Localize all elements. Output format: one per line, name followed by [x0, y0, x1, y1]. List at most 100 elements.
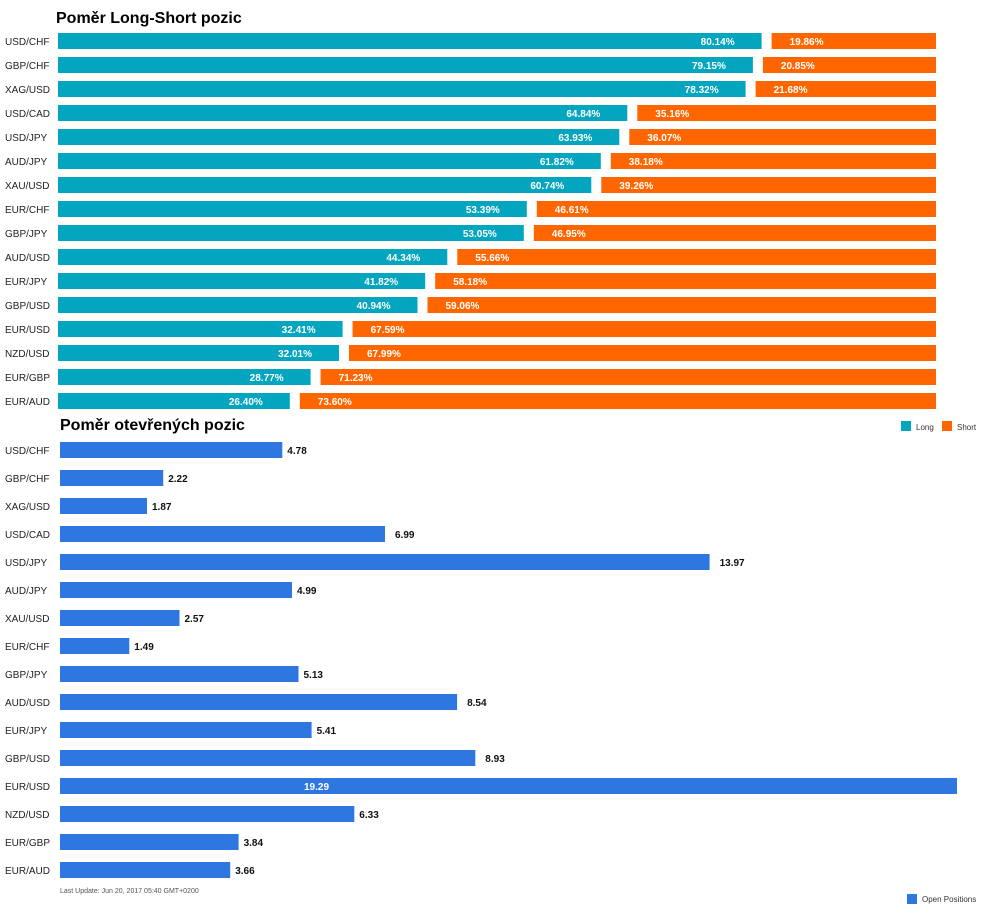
long-short-bars: USD/CHF 80.14% 19.86% GBP/CHF 79.15% 20.85% XA… [5, 33, 937, 409]
long-value-label: 28.77% [250, 373, 284, 384]
short-bar [610, 153, 936, 169]
long-value-label: 63.93% [558, 133, 592, 144]
open-positions-chart-title: Poměr otevřených pozic [60, 417, 245, 434]
open-positions-bar [60, 862, 231, 878]
short-value-label: 35.16% [655, 109, 689, 120]
legend-label-open-positions: Open Positions [922, 895, 976, 904]
short-value-label: 58.18% [453, 277, 487, 288]
open-positions-value-label: 4.99 [297, 586, 317, 597]
long-short-category-label: EUR/CHF [5, 205, 49, 216]
long-value-label: 40.94% [357, 301, 391, 312]
open-positions-bar [60, 806, 355, 822]
open-positions-bar [60, 442, 283, 458]
long-value-label: 53.39% [466, 205, 500, 216]
short-bar [629, 129, 936, 145]
long-value-label: 80.14% [701, 37, 735, 48]
long-value-label: 44.34% [386, 253, 420, 264]
short-bar [536, 201, 936, 217]
open-positions-category-label: EUR/AUD [5, 866, 50, 877]
long-short-category-label: USD/CHF [5, 37, 49, 48]
open-positions-category-label: AUD/USD [5, 698, 50, 709]
open-positions-bar [60, 750, 476, 766]
long-value-label: 61.82% [540, 157, 574, 168]
open-positions-bar [60, 554, 710, 570]
short-bar [637, 105, 936, 121]
short-bar [755, 81, 936, 97]
open-positions-value-label: 2.57 [185, 614, 205, 625]
long-value-label: 32.41% [282, 325, 316, 336]
long-short-category-label: XAU/USD [5, 181, 49, 192]
long-short-legend: Long Short [901, 421, 977, 432]
open-positions-bar [60, 610, 180, 626]
long-short-category-label: EUR/GBP [5, 373, 50, 384]
open-positions-category-label: EUR/GBP [5, 838, 50, 849]
long-short-category-label: GBP/USD [5, 301, 50, 312]
short-bar [533, 225, 936, 241]
last-update-text: Last Update: Jun 20, 2017 05:40 GMT+0200 [60, 888, 199, 895]
legend-swatch-short [942, 421, 952, 431]
short-value-label: 20.85% [781, 61, 815, 72]
short-value-label: 21.68% [774, 85, 808, 96]
short-value-label: 19.86% [790, 37, 824, 48]
open-positions-category-label: XAG/USD [5, 502, 50, 513]
open-positions-category-label: GBP/USD [5, 754, 50, 765]
long-value-label: 32.01% [278, 349, 312, 360]
open-positions-category-label: EUR/USD [5, 782, 50, 793]
short-bar [601, 177, 936, 193]
open-positions-value-label: 5.13 [304, 670, 324, 681]
long-value-label: 64.84% [566, 109, 600, 120]
long-value-label: 60.74% [530, 181, 564, 192]
open-positions-value-label: 8.93 [485, 754, 505, 765]
short-value-label: 59.06% [446, 301, 480, 312]
legend-swatch-long [901, 421, 911, 431]
short-value-label: 55.66% [475, 253, 509, 264]
open-positions-value-label: 1.49 [134, 642, 154, 653]
long-bar [58, 249, 448, 265]
long-bar [58, 57, 753, 73]
short-value-label: 73.60% [318, 397, 352, 408]
short-bar [349, 345, 936, 361]
long-short-category-label: GBP/JPY [5, 229, 48, 240]
open-positions-value-label: 8.54 [467, 698, 487, 709]
long-value-label: 53.05% [463, 229, 497, 240]
open-positions-bar [60, 722, 312, 738]
short-value-label: 36.07% [647, 133, 681, 144]
long-bar [58, 393, 290, 409]
open-positions-bar [60, 470, 164, 486]
long-short-category-label: EUR/AUD [5, 397, 50, 408]
short-bar [457, 249, 936, 265]
long-bar [58, 201, 527, 217]
open-positions-legend: Open Positions [907, 894, 976, 904]
open-positions-value-label: 19.29 [304, 782, 329, 793]
short-value-label: 46.61% [555, 205, 589, 216]
open-positions-category-label: AUD/JPY [5, 586, 48, 597]
open-positions-category-label: USD/CAD [5, 530, 50, 541]
open-positions-category-label: USD/JPY [5, 558, 48, 569]
long-short-category-label: AUD/USD [5, 253, 50, 264]
long-bar [58, 129, 620, 145]
open-positions-bar [60, 638, 130, 654]
long-bar [58, 225, 524, 241]
long-value-label: 41.82% [364, 277, 398, 288]
open-positions-category-label: EUR/JPY [5, 726, 48, 737]
long-bar [58, 105, 628, 121]
long-bar [58, 273, 426, 289]
open-positions-category-label: USD/CHF [5, 446, 49, 457]
open-positions-bar [60, 778, 957, 794]
long-bar [58, 321, 343, 337]
short-bar [435, 273, 936, 289]
long-short-category-label: GBP/CHF [5, 61, 49, 72]
long-short-category-label: USD/CAD [5, 109, 50, 120]
long-value-label: 78.32% [685, 85, 719, 96]
open-positions-bar [60, 666, 299, 682]
legend-label-long: Long [916, 423, 934, 432]
short-value-label: 67.59% [371, 325, 405, 336]
open-positions-category-label: GBP/CHF [5, 474, 49, 485]
long-bar [58, 297, 418, 313]
open-positions-value-label: 1.87 [152, 502, 172, 513]
legend-swatch-open-positions [907, 894, 917, 904]
short-bar [762, 57, 936, 73]
short-bar [427, 297, 936, 313]
short-value-label: 46.95% [552, 229, 586, 240]
